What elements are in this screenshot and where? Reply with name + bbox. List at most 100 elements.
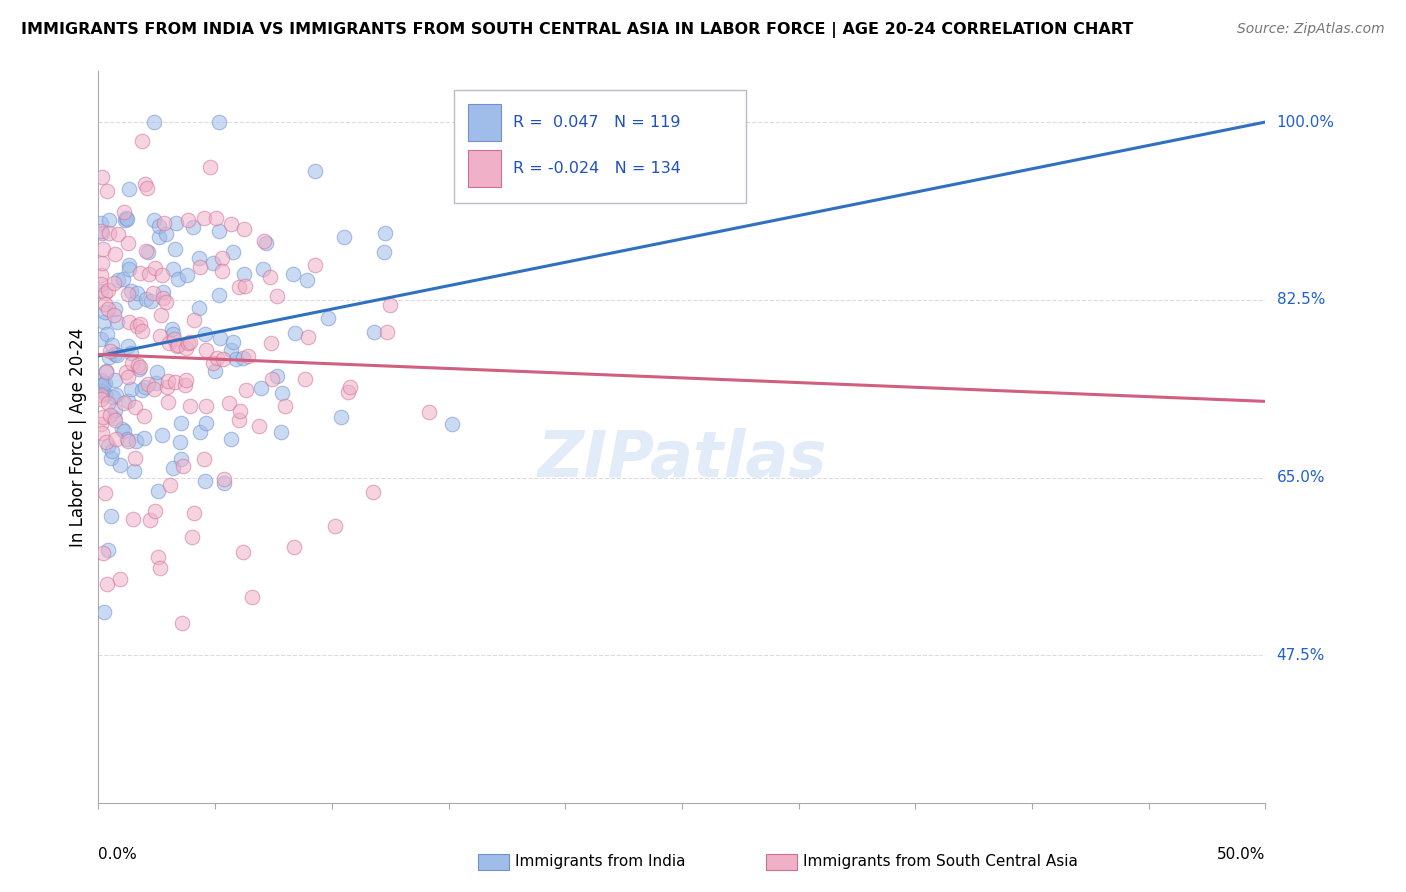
Point [204, 364, 226, 378]
Point [181, 219, 204, 234]
Point [117, 235, 139, 250]
Point [283, 326, 305, 341]
Point [150, 268, 173, 282]
Point [105, 315, 128, 329]
Point [337, 385, 360, 400]
Point [163, 242, 186, 256]
Point [166, 339, 188, 353]
Point [143, 115, 166, 129]
Point [221, 433, 243, 447]
Point [117, 370, 139, 384]
Point [194, 327, 217, 342]
Point [100, 509, 122, 524]
Point [90, 378, 112, 392]
Point [163, 332, 186, 346]
Point [228, 413, 250, 427]
Point [176, 341, 198, 355]
Point [174, 378, 197, 392]
Point [117, 339, 139, 353]
Point [125, 286, 148, 301]
Point [266, 289, 288, 303]
Point [232, 351, 254, 365]
Point [156, 374, 179, 388]
Point [124, 464, 146, 478]
Point [134, 380, 156, 394]
Point [117, 434, 139, 449]
Point [188, 251, 211, 265]
Point [94, 296, 117, 310]
Point [176, 268, 198, 283]
Point [160, 322, 183, 336]
Point [418, 405, 440, 419]
FancyBboxPatch shape [454, 90, 747, 203]
Point [115, 366, 138, 380]
Point [148, 549, 170, 564]
Point [124, 451, 146, 466]
Point [240, 590, 263, 604]
Point [96, 327, 118, 342]
Point [149, 308, 172, 322]
Point [115, 212, 138, 227]
Point [128, 361, 150, 376]
Point [253, 234, 276, 248]
Point [97, 283, 120, 297]
Point [108, 458, 131, 473]
Point [247, 419, 270, 434]
Point [104, 373, 127, 387]
Point [104, 413, 127, 427]
Point [96, 576, 118, 591]
Point [94, 435, 117, 450]
Point [212, 475, 235, 490]
Point [254, 236, 277, 251]
Point [155, 295, 177, 310]
Point [211, 264, 233, 278]
Point [266, 369, 288, 384]
Point [139, 294, 162, 309]
Point [134, 177, 156, 191]
Point [333, 229, 356, 244]
Point [91, 256, 114, 270]
Point [205, 351, 228, 365]
Point [295, 273, 318, 287]
Point [94, 486, 117, 500]
Point [91, 242, 114, 256]
Point [304, 163, 326, 178]
Point [127, 359, 149, 373]
Point [250, 381, 273, 395]
Point [194, 474, 217, 488]
Point [193, 451, 215, 466]
Point [167, 272, 190, 286]
Point [170, 452, 193, 467]
Point [260, 371, 283, 385]
Point [148, 483, 170, 498]
Point [90, 169, 112, 184]
Point [157, 336, 180, 351]
Point [148, 229, 170, 244]
Point [105, 388, 128, 402]
Point [361, 485, 384, 500]
Point [90, 277, 112, 292]
Point [107, 227, 129, 241]
Point [187, 301, 209, 315]
Point [501, 169, 523, 184]
Point [132, 409, 155, 424]
Point [330, 409, 353, 424]
Text: IMMIGRANTS FROM INDIA VS IMMIGRANTS FROM SOUTH CENTRAL ASIA IN LABOR FORCE | AGE: IMMIGRANTS FROM INDIA VS IMMIGRANTS FROM… [21, 22, 1133, 38]
Point [96, 396, 118, 410]
Point [233, 222, 256, 236]
Point [103, 308, 125, 322]
Point [93, 315, 115, 329]
Point [162, 261, 184, 276]
Point [170, 416, 193, 430]
Point [218, 396, 240, 410]
Point [142, 286, 165, 301]
Point [281, 267, 304, 281]
Point [172, 458, 194, 473]
Point [90, 268, 112, 282]
Point [209, 331, 232, 345]
Point [212, 472, 235, 486]
Point [135, 244, 157, 258]
Point [93, 605, 115, 619]
Point [122, 512, 145, 526]
Point [169, 435, 191, 450]
